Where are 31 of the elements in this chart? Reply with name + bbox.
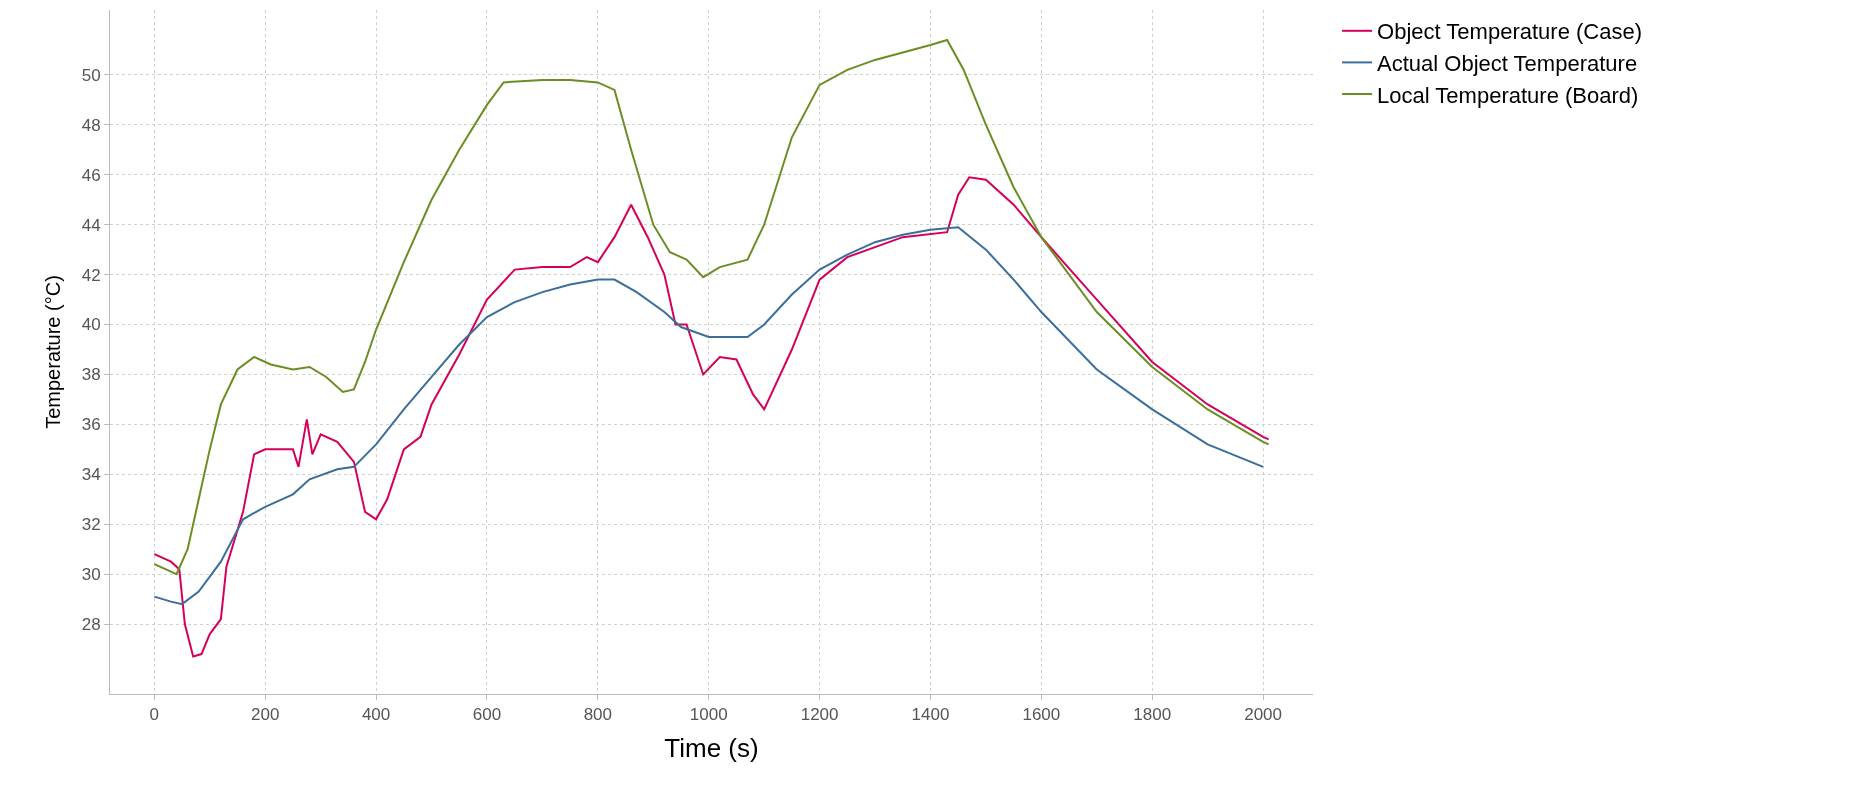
y-tick-label: 32 [81, 515, 101, 535]
x-tick-label: 1000 [689, 705, 728, 725]
x-tick-label: 1200 [800, 705, 839, 725]
y-tick-label: 28 [81, 615, 101, 635]
x-tick-label: 400 [361, 705, 391, 725]
x-tick-label: 800 [583, 705, 613, 725]
x-tick-label: 200 [251, 705, 280, 725]
x-tick-label: 1600 [1022, 705, 1061, 725]
line-series [153, 176, 1270, 658]
y-tick-label: 30 [81, 565, 101, 585]
y-tick-label: 38 [81, 365, 101, 385]
y-tick-label: 46 [81, 165, 101, 185]
y-tick-label: 44 [81, 215, 101, 235]
x-tick-label: 600 [472, 705, 502, 725]
legend-label: Local Temperature (Board) [1377, 82, 1639, 108]
y-tick-label: 42 [81, 265, 101, 285]
line-series [153, 38, 1270, 576]
y-tick-label: 40 [81, 315, 101, 335]
y-axis-title: Temperature (°C) [42, 275, 65, 429]
y-tick-label: 50 [81, 65, 101, 85]
y-tick-label: 48 [81, 115, 101, 135]
y-tick-label: 34 [81, 465, 101, 485]
x-tick-label: 2000 [1244, 705, 1283, 725]
legend-label: Object Temperature (Case) [1377, 19, 1642, 45]
legend-label: Actual Object Temperature [1377, 50, 1638, 76]
x-tick-label: 0 [149, 705, 160, 725]
line-series [153, 226, 1265, 606]
x-axis-title: Time (s) [664, 733, 759, 764]
y-tick-label: 36 [81, 415, 101, 435]
x-tick-label: 1800 [1133, 705, 1172, 725]
x-tick-label: 1400 [911, 705, 950, 725]
